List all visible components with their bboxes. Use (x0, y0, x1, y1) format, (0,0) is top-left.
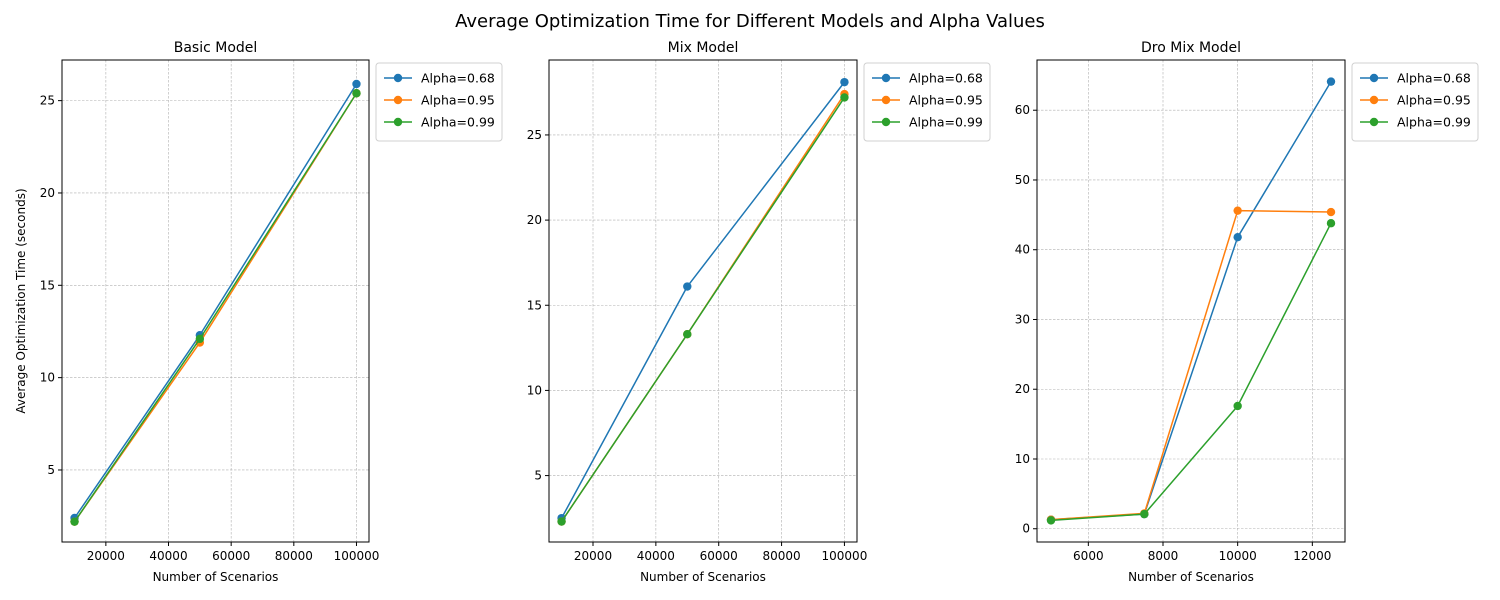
series-line-1 (560, 81, 846, 519)
y-tick-label: 40 (1015, 243, 1030, 257)
data-point (683, 282, 692, 291)
legend-label: Alpha=0.95 (1397, 93, 1471, 108)
y-tick-label: 5 (534, 469, 542, 483)
x-tick-label: 60000 (700, 549, 738, 563)
x-axis-label: Number of Scenarios (1128, 570, 1254, 584)
x-tick-label: 80000 (762, 549, 800, 563)
data-point (683, 330, 692, 339)
data-point (1140, 509, 1149, 519)
y-tick-label: 25 (40, 94, 55, 108)
legend-marker (1369, 73, 1379, 83)
data-point (1046, 516, 1056, 525)
legend-label: Alpha=0.68 (421, 71, 495, 86)
y-tick-label: 15 (40, 278, 55, 292)
x-tick-label: 12000 (1293, 549, 1331, 563)
y-tick-label: 5 (47, 463, 55, 477)
x-tick-label: 20000 (87, 549, 125, 563)
plot-frame (1036, 59, 1346, 543)
y-axis-label: Average Optimization Time (seconds) (14, 188, 28, 413)
x-tick-label: 10000 (1219, 549, 1257, 563)
y-tick-label: 15 (527, 298, 542, 312)
data-point (1326, 207, 1336, 217)
legend: Alpha=0.68 Alpha=0.95 Alpha=0.99 (1351, 62, 1479, 142)
series-line-1 (73, 83, 358, 519)
data-point (195, 334, 205, 344)
series-line-1 (1050, 81, 1332, 521)
chart-panel-3: 6000 8000 10000 12000 0 10 20 30 40 50 60 Dro Mix M… (1015, 40, 1479, 584)
legend-label: Alpha=0.68 (909, 71, 983, 86)
data-point (1233, 232, 1242, 242)
subplot-title: Basic Model (174, 40, 258, 56)
chart-panels: 20000 40000 60000 80000 100000510152025Basic… (14, 40, 1479, 584)
x-tick-label: 8000 (1148, 549, 1179, 563)
series-line-3 (1050, 222, 1332, 522)
legend-marker (881, 73, 891, 83)
x-tick-label: 40000 (637, 549, 675, 563)
data-point (557, 517, 566, 526)
legend-label: Alpha=0.99 (421, 115, 495, 130)
data-point (352, 89, 361, 98)
y-tick-label: 30 (1015, 312, 1030, 326)
x-tick-label: 80000 (275, 549, 313, 563)
subplot-title: Dro Mix Model (1141, 40, 1241, 56)
y-tick-label: 20 (1015, 382, 1030, 396)
data-point (1326, 219, 1336, 228)
y-tick-label: 0 (1022, 522, 1030, 536)
x-axis-label: Number of Scenarios (153, 570, 279, 584)
x-tick-label: 20000 (574, 549, 612, 563)
series-line-2 (1050, 209, 1332, 521)
legend: Alpha=0.68 Alpha=0.95 Alpha=0.99 (863, 62, 991, 142)
legend-label: Alpha=0.99 (909, 115, 983, 130)
y-tick-label: 50 (1015, 173, 1030, 187)
legend-label: Alpha=0.68 (1397, 71, 1471, 86)
data-point (840, 77, 849, 87)
legend: Alpha=0.68 Alpha=0.95 Alpha=0.99 (375, 62, 503, 142)
x-tick-label: 100000 (334, 549, 380, 563)
legend-marker (393, 95, 403, 105)
legend-marker (1369, 117, 1379, 127)
y-tick-label: 10 (40, 371, 55, 385)
plot-frame (61, 59, 370, 543)
plot-frame (548, 59, 858, 543)
x-tick-label: 6000 (1073, 549, 1104, 563)
legend-label: Alpha=0.95 (909, 93, 983, 108)
legend-marker (393, 73, 403, 83)
chart-panel-1: 20000 40000 60000 80000 100000 5 10 15 20 25 Basic… (14, 40, 503, 584)
x-tick-label: 100000 (822, 549, 868, 563)
data-point (352, 79, 361, 89)
legend-label: Alpha=0.99 (1397, 115, 1471, 130)
x-tick-label: 60000 (212, 549, 250, 563)
legend-marker (1369, 95, 1379, 105)
data-point (1233, 206, 1242, 215)
chart-panel-2: 20000 40000 60000 80000 100000 5 10 15 20 25 Mix M… (527, 40, 991, 584)
x-axis-label: Number of Scenarios (640, 570, 766, 584)
data-point (1233, 401, 1242, 411)
data-point (1326, 77, 1336, 86)
subplot-title: Mix Model (668, 40, 739, 56)
legend-marker (881, 117, 891, 127)
y-tick-label: 20 (40, 186, 55, 200)
y-tick-label: 25 (527, 128, 542, 142)
figure-title: Average Optimization Time for Different … (455, 11, 1045, 32)
legend-marker (393, 117, 403, 127)
series-line-3 (560, 97, 846, 522)
y-tick-label: 10 (527, 383, 542, 397)
y-tick-label: 20 (527, 213, 542, 227)
x-tick-label: 40000 (149, 549, 187, 563)
y-tick-label: 60 (1015, 103, 1030, 117)
legend-label: Alpha=0.95 (421, 93, 495, 108)
y-tick-label: 10 (1015, 452, 1030, 466)
data-point (70, 517, 79, 526)
legend-marker (881, 95, 891, 105)
data-point (840, 93, 849, 102)
